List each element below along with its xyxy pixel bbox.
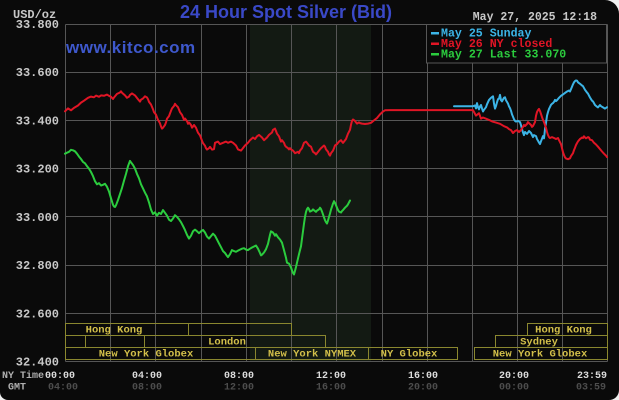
svg-text:12:00: 12:00 [224, 383, 254, 394]
svg-text:33.800: 33.800 [16, 18, 59, 32]
svg-text:32.600: 32.600 [16, 307, 59, 321]
svg-text:20:00: 20:00 [408, 383, 438, 394]
svg-text:32.400: 32.400 [16, 356, 59, 370]
svg-text:Sydney: Sydney [520, 337, 559, 349]
svg-text:NY Time: NY Time [2, 370, 44, 382]
svg-text:May 25 Sunday: May 25 Sunday [441, 28, 531, 41]
svg-text:GMT: GMT [8, 383, 26, 394]
svg-text:24 Hour Spot Silver (Bid): 24 Hour Spot Silver (Bid) [180, 2, 392, 22]
svg-text:16:00: 16:00 [316, 383, 346, 394]
svg-text:Hong Kong: Hong Kong [535, 325, 592, 337]
svg-text:USD/oz: USD/oz [13, 8, 56, 22]
svg-text:New York NYMEX: New York NYMEX [268, 349, 357, 361]
svg-text:Hong Kong: Hong Kong [86, 325, 143, 337]
svg-text:04:00: 04:00 [48, 383, 78, 394]
svg-text:08:00: 08:00 [224, 371, 254, 382]
svg-text:NY Globex: NY Globex [381, 349, 438, 361]
svg-text:33.000: 33.000 [16, 211, 59, 225]
svg-text:33.400: 33.400 [16, 114, 59, 128]
svg-text:12:00: 12:00 [316, 371, 346, 382]
svg-text:www.kitco.com: www.kitco.com [65, 38, 196, 57]
svg-text:May 27, 2025 12:18: May 27, 2025 12:18 [473, 11, 597, 24]
svg-text:00:00: 00:00 [499, 383, 529, 394]
svg-text:New York Globex: New York Globex [99, 349, 194, 361]
svg-text:00:00: 00:00 [45, 371, 75, 382]
svg-text:New York Globex: New York Globex [493, 349, 588, 361]
svg-text:33.200: 33.200 [16, 163, 59, 177]
svg-text:08:00: 08:00 [132, 383, 162, 394]
svg-text:May 26 NY closed: May 26 NY closed [441, 38, 552, 51]
svg-text:23:59: 23:59 [577, 371, 607, 382]
svg-text:20:00: 20:00 [499, 371, 529, 382]
svg-text:33.600: 33.600 [16, 66, 59, 80]
svg-text:32.800: 32.800 [16, 259, 59, 273]
svg-text:16:00: 16:00 [408, 371, 438, 382]
svg-text:London: London [208, 337, 246, 349]
svg-text:May 27 Last 33.070: May 27 Last 33.070 [441, 49, 566, 62]
svg-text:04:00: 04:00 [132, 371, 162, 382]
svg-text:03:59: 03:59 [576, 383, 606, 394]
